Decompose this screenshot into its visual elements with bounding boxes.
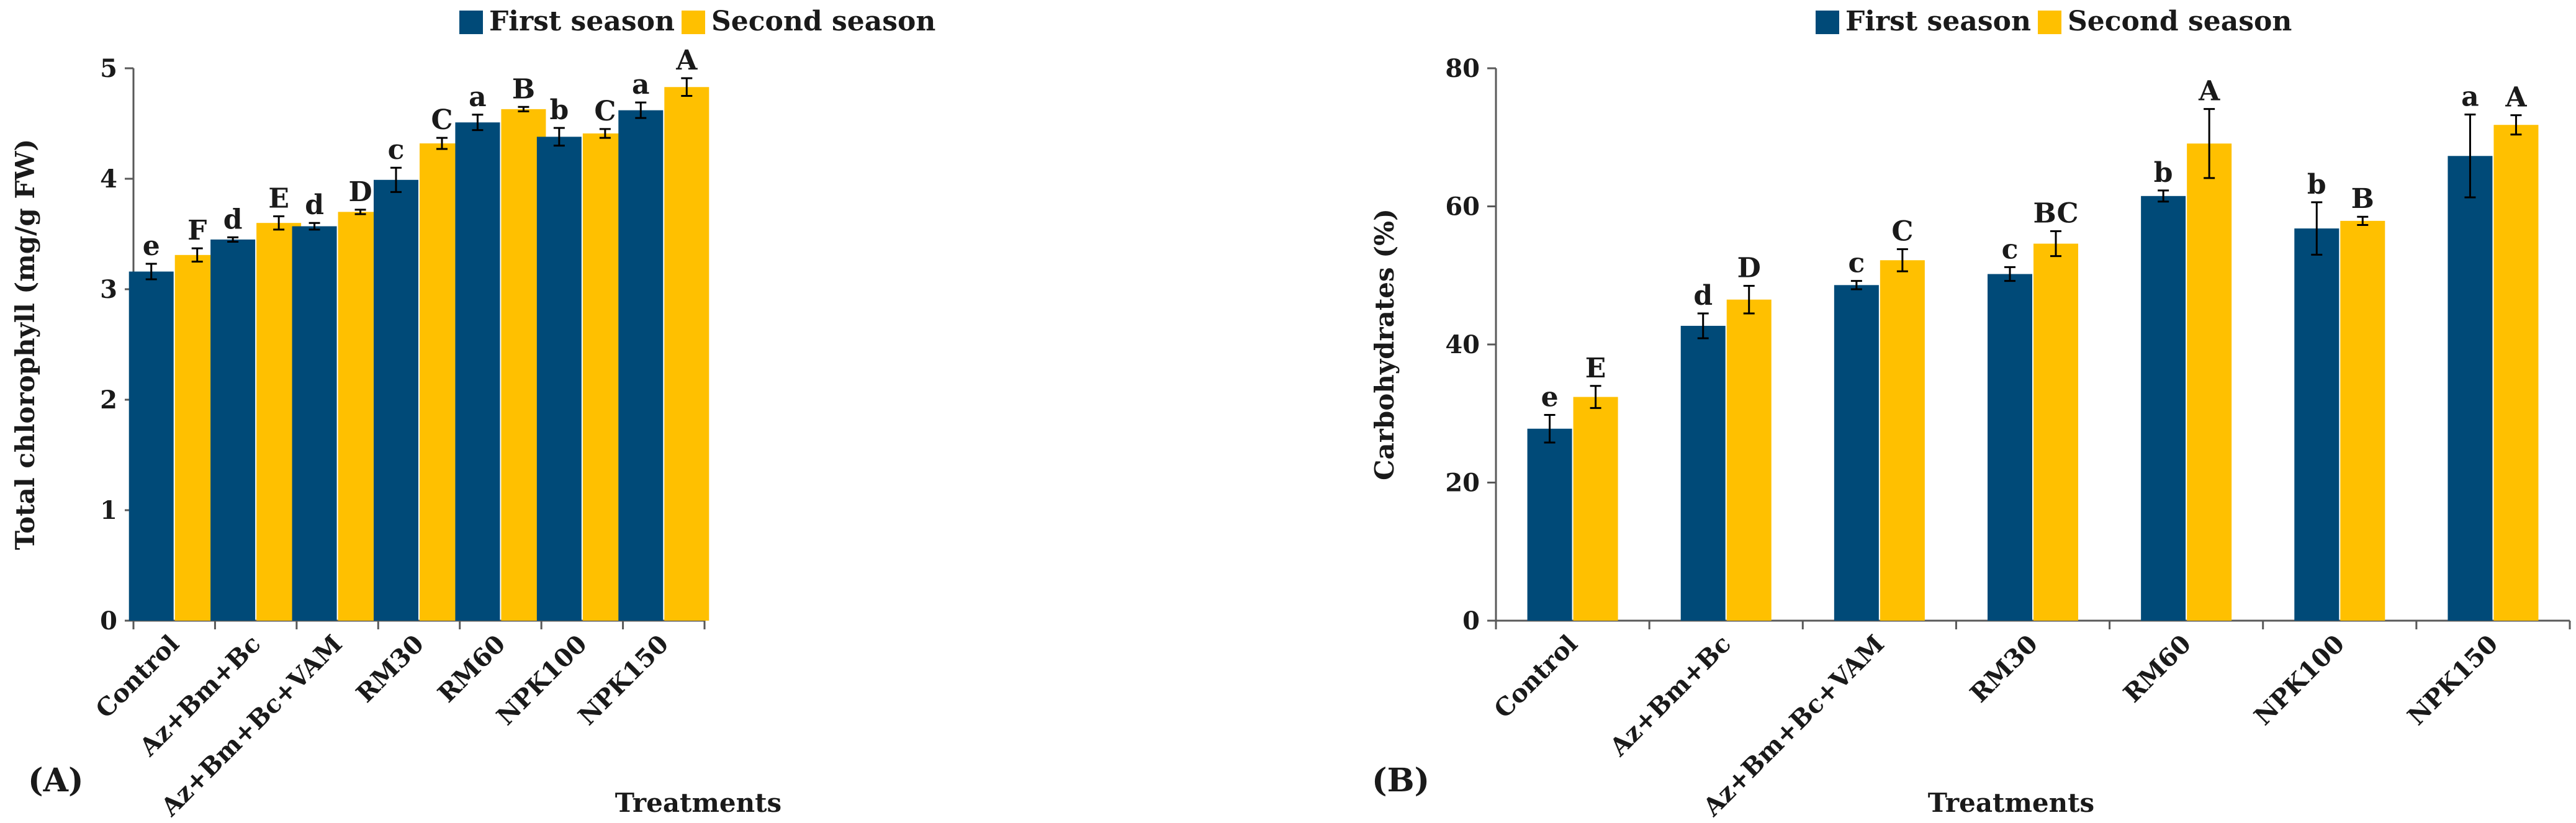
legend-label-second-season: Second season: [2068, 6, 2292, 37]
significance-letter: D: [348, 176, 372, 208]
x-category-label: RM60: [2118, 629, 2197, 708]
bar-first-season-npk100: [2294, 228, 2340, 621]
x-axis-title: Treatments: [615, 788, 781, 818]
y-tick-label: 20: [1445, 469, 1480, 498]
significance-letter: C: [431, 104, 453, 136]
significance-letter: c: [388, 134, 405, 166]
significance-letter: A: [675, 45, 698, 76]
bar-first-season-rm30: [1988, 274, 2032, 621]
significance-letter: b: [2307, 169, 2326, 200]
legend-swatch-second-season: [2038, 11, 2061, 34]
legend-label-second-season: Second season: [711, 6, 935, 37]
significance-letter: a: [469, 81, 487, 113]
significance-letter: e: [143, 230, 160, 262]
bar-first-season-rm30: [374, 179, 418, 621]
legend-swatch-first-season: [1816, 11, 1839, 34]
bar-first-season-az-bm-bc-vam: [1834, 285, 1879, 621]
x-category-label: RM30: [351, 629, 430, 708]
significance-letter: B: [512, 73, 535, 105]
panel-b-chart: 020406080eEControldDAz+Bm+BccCAz+Bm+Bc+V…: [1369, 6, 2571, 822]
bar-second-season-az-bm-bc-vam: [1880, 260, 1925, 621]
bar-first-season-rm60: [2141, 196, 2186, 621]
y-tick-label: 0: [100, 606, 117, 636]
panel-label: (B): [1372, 762, 1430, 799]
x-category-label: NPK150: [572, 629, 674, 731]
y-tick-label: 60: [1445, 192, 1480, 222]
significance-letter: d: [305, 189, 324, 221]
legend-label-first-season: First season: [1845, 6, 2031, 37]
x-category-label: NPK150: [2402, 629, 2504, 731]
bar-first-season-npk100: [536, 137, 582, 621]
bar-first-season-az-bm-bc: [210, 239, 256, 621]
bar-second-season-rm60: [2187, 143, 2232, 621]
significance-letter: D: [1737, 252, 1761, 284]
y-tick-label: 4: [100, 164, 117, 194]
x-category-label: RM30: [1965, 629, 2043, 708]
x-category-label: RM60: [432, 629, 511, 708]
bar-second-season-az-bm-bc: [1726, 299, 1772, 621]
bar-first-season-az-bm-bc: [1680, 325, 1726, 621]
y-tick-label: 80: [1445, 54, 1480, 83]
x-category-label: NPK100: [2248, 629, 2350, 731]
bar-second-season-npk150: [2493, 125, 2539, 621]
y-tick-label: 1: [100, 496, 117, 525]
significance-letter: e: [1541, 381, 1559, 413]
x-axis-title: Treatments: [1928, 788, 2094, 818]
significance-letter: C: [594, 96, 616, 127]
bar-second-season-npk100: [2340, 220, 2385, 621]
legend: First season Second season: [1816, 6, 2292, 37]
significance-letter: E: [1585, 353, 1606, 384]
y-tick-label: 2: [100, 385, 117, 415]
significance-letter: A: [2505, 82, 2527, 114]
legend: First season Second season: [459, 6, 935, 37]
significance-letter: B: [2351, 183, 2374, 215]
significance-letter: BC: [2033, 198, 2078, 230]
significance-letter: E: [268, 183, 289, 215]
significance-letter: c: [2002, 233, 2019, 265]
bar-first-season-npk150: [2448, 156, 2493, 621]
y-tick-label: 3: [100, 275, 117, 304]
x-category-label: Az+Bm+Bc: [1603, 629, 1736, 762]
panel-label: (A): [28, 762, 84, 799]
y-tick-label: 5: [100, 54, 117, 83]
significance-letter: A: [2198, 76, 2220, 107]
bar-first-season-control: [128, 271, 174, 621]
legend-swatch-second-season: [682, 11, 705, 34]
y-axis-title: Carbohydrates (%): [1369, 209, 1400, 480]
y-tick-label: 0: [1462, 606, 1480, 636]
bar-first-season-az-bm-bc-vam: [292, 226, 337, 621]
bar-second-season-npk150: [664, 87, 709, 621]
x-category-label: Control: [1488, 629, 1583, 724]
bar-first-season-npk150: [618, 110, 664, 621]
y-tick-label: 40: [1445, 330, 1480, 359]
significance-letter: b: [549, 94, 569, 126]
significance-letter: d: [1693, 280, 1713, 312]
significance-letter: d: [223, 204, 243, 235]
significance-letter: b: [2154, 157, 2173, 189]
significance-letter: F: [187, 215, 207, 246]
y-axis-title: Total chlorophyll (mg/g FW): [10, 139, 40, 551]
significance-letter: C: [1891, 215, 1913, 247]
legend-swatch-first-season: [459, 11, 483, 34]
significance-letter: a: [632, 69, 650, 101]
bar-second-season-control: [1573, 397, 1618, 621]
bar-first-season-control: [1527, 428, 1572, 621]
bar-second-season-rm30: [2033, 243, 2078, 621]
legend-label-first-season: First season: [489, 6, 675, 37]
bar-first-season-rm60: [455, 122, 500, 621]
significance-letter: c: [1848, 248, 1865, 279]
significance-letter: a: [2461, 81, 2479, 113]
